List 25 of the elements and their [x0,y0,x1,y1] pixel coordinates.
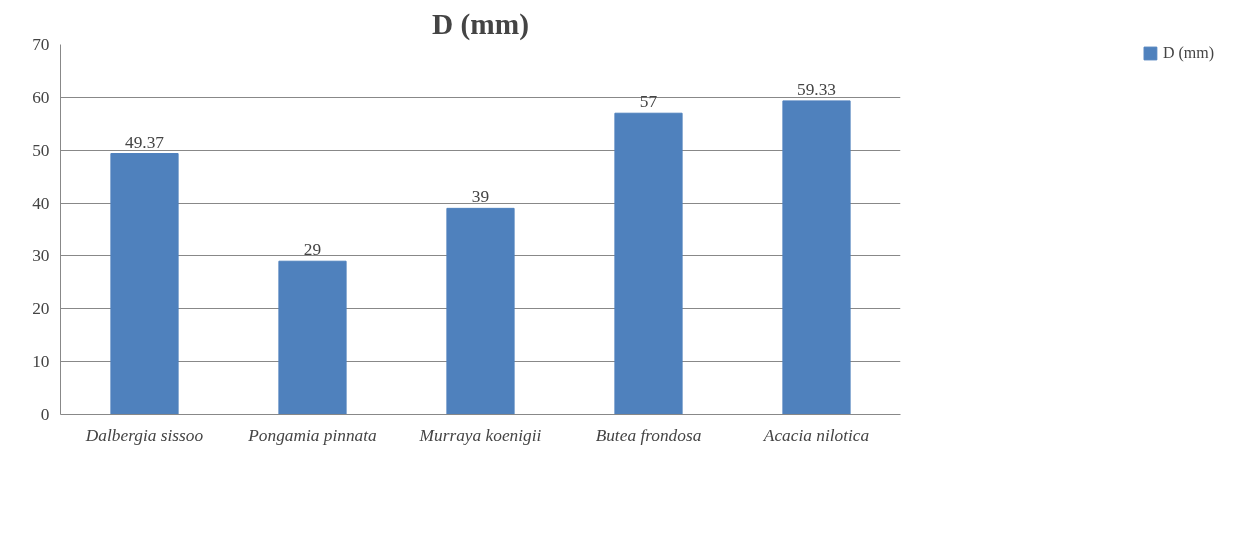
legend-label: D (mm) [1162,44,1215,62]
y-tick-label: 50 [32,140,50,160]
bar [614,112,683,415]
bar [110,153,179,415]
y-tick-label: 60 [32,87,50,107]
data-label: 57 [639,92,658,112]
y-tick-label: 70 [32,35,50,54]
x-tick-label: Pongamia pinnata [247,425,378,445]
y-tick-label: 0 [40,405,50,424]
bar [446,207,515,415]
y-tick-label: 10 [32,352,50,372]
x-tick-label: Dalbergia sissoo [84,425,204,445]
chart-title: D (mm) [432,7,529,41]
x-tick-label: Murraya koenigii [418,425,542,445]
bar [782,100,851,415]
y-tick-label: 30 [32,246,50,266]
x-tick-label: Acacia nilotica [762,425,870,445]
bar [278,260,347,415]
data-label: 59.33 [797,79,837,99]
data-label: 29 [303,240,322,260]
x-tick-label: Butea frondosa [595,425,702,445]
data-label: 49.37 [125,132,165,152]
data-label: 39 [471,187,490,207]
y-tick-label: 20 [32,299,50,319]
y-tick-label: 40 [32,193,50,213]
